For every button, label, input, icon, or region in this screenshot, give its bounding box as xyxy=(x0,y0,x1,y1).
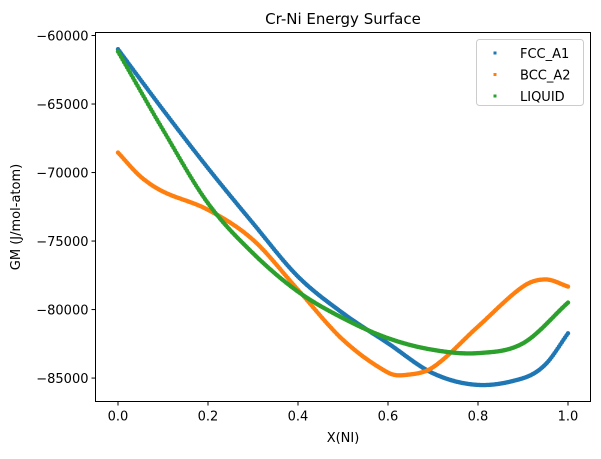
chart-title: Cr-Ni Energy Surface xyxy=(265,10,421,28)
x-tick-label: 0.2 xyxy=(198,410,219,425)
data-point xyxy=(565,331,571,336)
y-tick-label: −70000 xyxy=(36,167,88,182)
x-tick-label: 0.0 xyxy=(108,410,129,425)
plot-marks xyxy=(115,47,571,388)
legend-marker xyxy=(493,94,497,98)
series-liquid xyxy=(115,49,571,356)
data-point xyxy=(565,300,571,305)
legend-label: FCC_A1 xyxy=(520,47,569,62)
x-axis-label: X(NI) xyxy=(327,431,360,446)
y-axis-label: GM (J/mol-atom) xyxy=(9,164,24,270)
legend: FCC_A1 BCC_A2 LIQUID xyxy=(476,39,584,106)
y-tick-label: −60000 xyxy=(36,30,88,45)
y-tick-label: −85000 xyxy=(36,372,88,387)
x-tick-label: 1.0 xyxy=(558,410,579,425)
x-tick-label: 0.4 xyxy=(288,410,309,425)
y-axis: −60000 −65000 −70000 −75000 −80000 −85000 xyxy=(36,30,96,387)
x-tick-label: 0.6 xyxy=(378,410,399,425)
series-bcc-a2 xyxy=(115,150,571,378)
legend-marker xyxy=(493,51,497,55)
legend-label: BCC_A2 xyxy=(520,69,571,84)
data-point xyxy=(565,284,571,289)
legend-marker xyxy=(493,73,497,76)
axes-frame xyxy=(95,32,591,402)
legend-label: LIQUID xyxy=(520,90,565,105)
x-tick-label: 0.8 xyxy=(468,410,489,425)
y-tick-label: −65000 xyxy=(36,98,88,113)
y-tick-label: −80000 xyxy=(36,304,88,319)
legend-box xyxy=(476,39,584,106)
x-axis: 0.0 0.2 0.4 0.6 0.8 1.0 xyxy=(108,401,579,425)
y-tick-label: −75000 xyxy=(36,235,88,250)
